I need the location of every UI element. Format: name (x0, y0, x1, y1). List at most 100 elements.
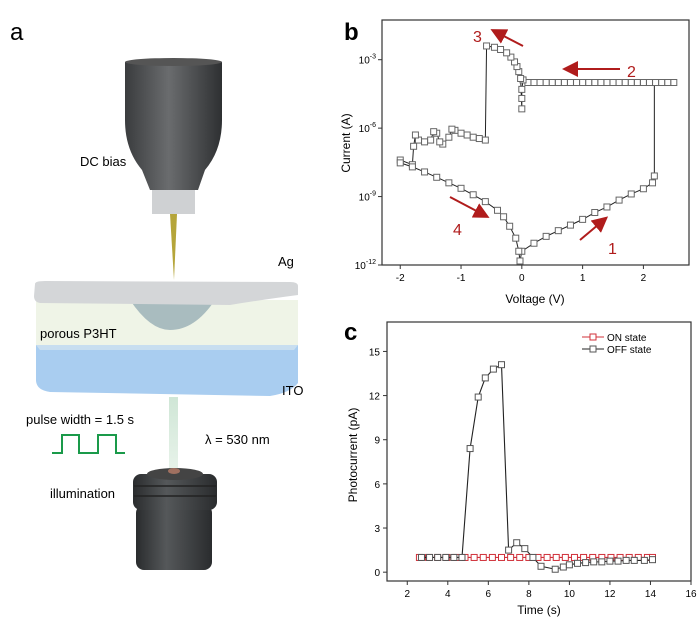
y-tick-label-b: 10-9 (359, 191, 376, 204)
data-point (536, 79, 544, 87)
data-point (585, 79, 593, 87)
data-point (573, 79, 581, 87)
data-point (652, 79, 660, 87)
conductive-filament (130, 300, 215, 330)
plot-frame-b (381, 19, 690, 266)
data-point (457, 129, 465, 137)
data-point (445, 179, 453, 187)
data-point-off-state (505, 546, 513, 554)
x-tick-label-c: 6 (486, 589, 492, 600)
data-point (591, 79, 599, 87)
data-point-off-state (474, 393, 482, 401)
y-tick-label-c: 0 (374, 568, 380, 579)
data-point-off-state (521, 545, 529, 553)
data-point (627, 190, 635, 198)
panel-letter-a: a (10, 19, 24, 46)
data-point (430, 128, 438, 136)
pulse-width-label: pulse width = 1.5 s (26, 412, 135, 427)
x-tick-label-c: 12 (604, 589, 616, 600)
data-point (507, 53, 515, 61)
pulse-waveform-icon (52, 434, 125, 454)
series-line-off-state (421, 363, 653, 570)
data-point-off-state (582, 559, 590, 567)
plot-frame-c (386, 321, 692, 582)
ito-label: ITO (282, 383, 303, 398)
x-tick-label-b: -2 (396, 273, 405, 284)
legend-label-off-state: OFF state (607, 345, 652, 356)
chart-b-iv-curve: b -2 -1 0 1 2 10-3 10-6 10-9 10-12 Voltage (V) C… (339, 19, 690, 306)
data-point-off-state (513, 539, 521, 547)
data-point (554, 79, 562, 87)
data-point-off-state (574, 559, 582, 567)
data-point-off-state (565, 561, 573, 569)
data-point (481, 198, 489, 206)
x-tick-label-b: 2 (641, 273, 647, 284)
data-point-off-state (630, 556, 638, 564)
data-point (603, 79, 611, 87)
data-point (645, 79, 653, 87)
data-point-on-state (570, 553, 578, 561)
ito-layer (36, 345, 298, 396)
y-tick-label-b: 10-3 (359, 54, 376, 67)
data-point (483, 42, 491, 50)
data-point (396, 159, 404, 167)
y-axis-label-b: Current (A) (339, 113, 353, 172)
data-point (639, 185, 647, 193)
data-point (445, 133, 453, 141)
data-point-on-state (561, 553, 569, 561)
data-point (463, 131, 471, 139)
data-point-off-state (458, 553, 466, 561)
data-point-on-state (470, 553, 478, 561)
data-point (560, 79, 568, 87)
y-tick-label-b: 10-6 (359, 122, 376, 135)
panel-letter-c: c (344, 319, 357, 346)
data-point (469, 191, 477, 199)
arrow-3 (490, 29, 524, 47)
data-point (579, 79, 587, 87)
data-point-off-state (614, 557, 622, 565)
y-tick-label-c: 3 (374, 524, 380, 535)
data-point (566, 79, 574, 87)
data-point (650, 172, 658, 180)
data-point (518, 94, 526, 102)
data-point-off-state (559, 563, 567, 571)
data-point (597, 79, 605, 87)
x-tick-label-b: 1 (580, 273, 586, 284)
chart-c-photocurrent: c 2 4 6 8 10 12 14 16 0 3 6 9 12 15 Time (s) Photocur… (344, 319, 697, 617)
data-point (670, 79, 678, 87)
data-point (639, 79, 647, 87)
data-point-off-state (590, 558, 598, 566)
data-point-off-state (551, 565, 559, 573)
data-point-on-state (498, 553, 506, 561)
device-stack (34, 281, 298, 396)
data-point-off-state (434, 553, 442, 561)
data-point-on-state (516, 553, 524, 561)
y-tick-label-c: 15 (369, 347, 381, 358)
probe-tip (170, 214, 177, 280)
x-tick-label-c: 2 (404, 589, 410, 600)
light-beam (169, 397, 178, 472)
data-point (427, 136, 435, 144)
annotation-4: 4 (453, 222, 462, 239)
data-point (658, 79, 666, 87)
data-point (475, 135, 483, 143)
annotation-2: 2 (627, 64, 636, 81)
ag-layer (34, 281, 298, 305)
light-source-objective (133, 468, 217, 570)
x-axis-label-b: Voltage (V) (505, 292, 564, 306)
data-point-off-state (598, 558, 606, 566)
illumination-label: illumination (50, 486, 115, 501)
data-point (516, 257, 524, 265)
data-point (457, 184, 465, 192)
data-point (408, 163, 416, 171)
arrow-1 (579, 216, 609, 241)
arrow-4 (449, 196, 490, 218)
data-point (494, 206, 502, 214)
data-point-off-state (537, 562, 545, 570)
data-point-off-state (529, 553, 537, 561)
data-point (591, 209, 599, 217)
x-axis-label-c: Time (s) (517, 603, 561, 617)
data-point (566, 221, 574, 229)
data-point (649, 179, 657, 187)
